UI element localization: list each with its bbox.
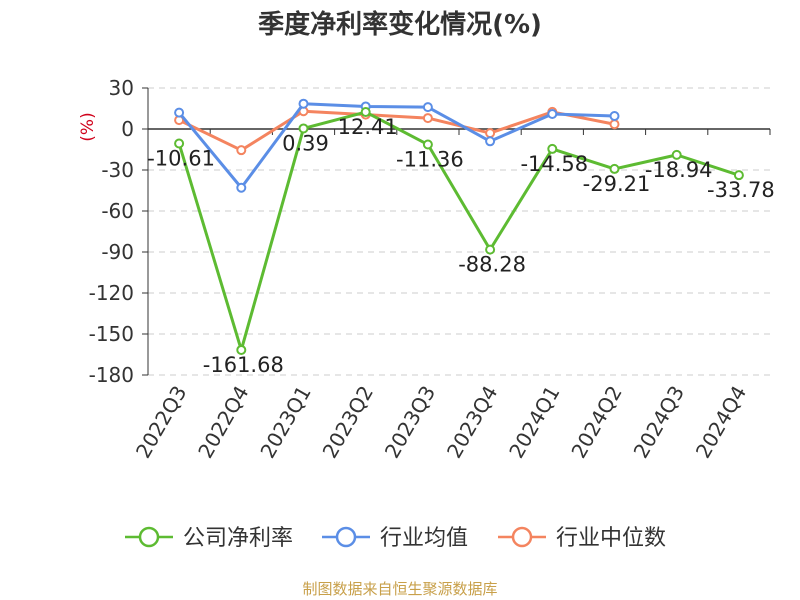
x-tick-label: 2023Q2 [318, 382, 378, 463]
y-tick-label: -90 [101, 240, 134, 264]
data-point [485, 244, 496, 255]
source-note: 制图数据来自恒生聚源数据库 [302, 580, 498, 598]
legend-label: 公司净利率 [183, 526, 293, 551]
series-line-0 [177, 110, 740, 352]
legend-label: 行业中位数 [556, 526, 666, 551]
x-tick-label: 2024Q4 [691, 382, 751, 463]
data-point [547, 143, 558, 154]
x-tick-label: 2023Q4 [442, 382, 502, 463]
data-label: 12.41 [338, 115, 398, 139]
data-point [236, 182, 247, 193]
x-tick-label: 2022Q4 [193, 382, 253, 463]
x-tick-label: 2023Q3 [380, 382, 440, 463]
data-label: -161.68 [203, 353, 284, 377]
data-point [422, 113, 433, 124]
data-point [174, 138, 185, 149]
data-label: -14.58 [520, 152, 588, 176]
data-point [298, 98, 309, 109]
series-lines [174, 98, 744, 355]
data-point [733, 170, 744, 181]
series-line-2 [178, 109, 615, 152]
y-tick-label: -120 [89, 281, 134, 305]
y-tick-label: -180 [89, 363, 134, 387]
legend-item-2[interactable]: 行业中位数 [498, 526, 666, 551]
legend-item-1[interactable]: 行业均值 [322, 526, 468, 551]
data-point [609, 119, 620, 130]
data-point [485, 128, 496, 139]
data-point [547, 108, 558, 119]
data-point [609, 163, 620, 174]
data-point [485, 136, 496, 147]
data-point [174, 107, 185, 118]
data-point [671, 149, 682, 160]
x-tick-label: 2023Q1 [255, 382, 315, 463]
series-line-1 [177, 102, 615, 190]
y-axis-unit-label: (%) [78, 112, 98, 141]
legend-item-0[interactable]: 公司净利率 [125, 526, 293, 551]
legend-swatch-marker [138, 526, 160, 548]
data-point [298, 123, 309, 134]
data-label: -88.28 [458, 253, 526, 277]
data-labels: -10.61 -161.68 0.39 12.41 -11.36 -88.28 -14.58… [147, 115, 775, 377]
x-tick-label: 2024Q3 [629, 382, 689, 463]
x-tick-label: 2024Q2 [566, 382, 626, 463]
legend-swatch-marker [511, 526, 533, 548]
data-label: 0.39 [282, 131, 329, 155]
chart-title: 季度净利率变化情况(%) [258, 10, 542, 40]
data-label: -10.61 [147, 147, 215, 171]
data-label: -33.78 [707, 178, 775, 202]
legend-swatch-marker [335, 526, 357, 548]
axes: 300-30-60-90-120-150-180(%)2022Q3 2022Q4 2… [78, 76, 771, 463]
y-tick-label: 0 [121, 117, 134, 141]
data-label: -29.21 [583, 172, 651, 196]
data-point [609, 111, 620, 122]
data-point [422, 139, 433, 150]
data-point [236, 145, 247, 156]
y-tick-label: 30 [109, 76, 134, 100]
y-tick-label: -150 [89, 322, 134, 346]
x-tick-label: 2024Q1 [504, 382, 564, 463]
data-point [422, 102, 433, 113]
x-tick-label: 2022Q3 [131, 382, 191, 463]
data-label: -11.36 [396, 148, 464, 172]
grid-lines [148, 87, 770, 376]
data-label: -18.94 [645, 158, 713, 182]
data-point [360, 107, 371, 118]
y-tick-label: -60 [101, 199, 134, 223]
legend-label: 行业均值 [380, 526, 468, 551]
y-tick-label: -30 [101, 158, 134, 182]
data-point [236, 344, 247, 355]
legend[interactable]: 公司净利率 行业均值 行业中位数 [125, 526, 666, 551]
